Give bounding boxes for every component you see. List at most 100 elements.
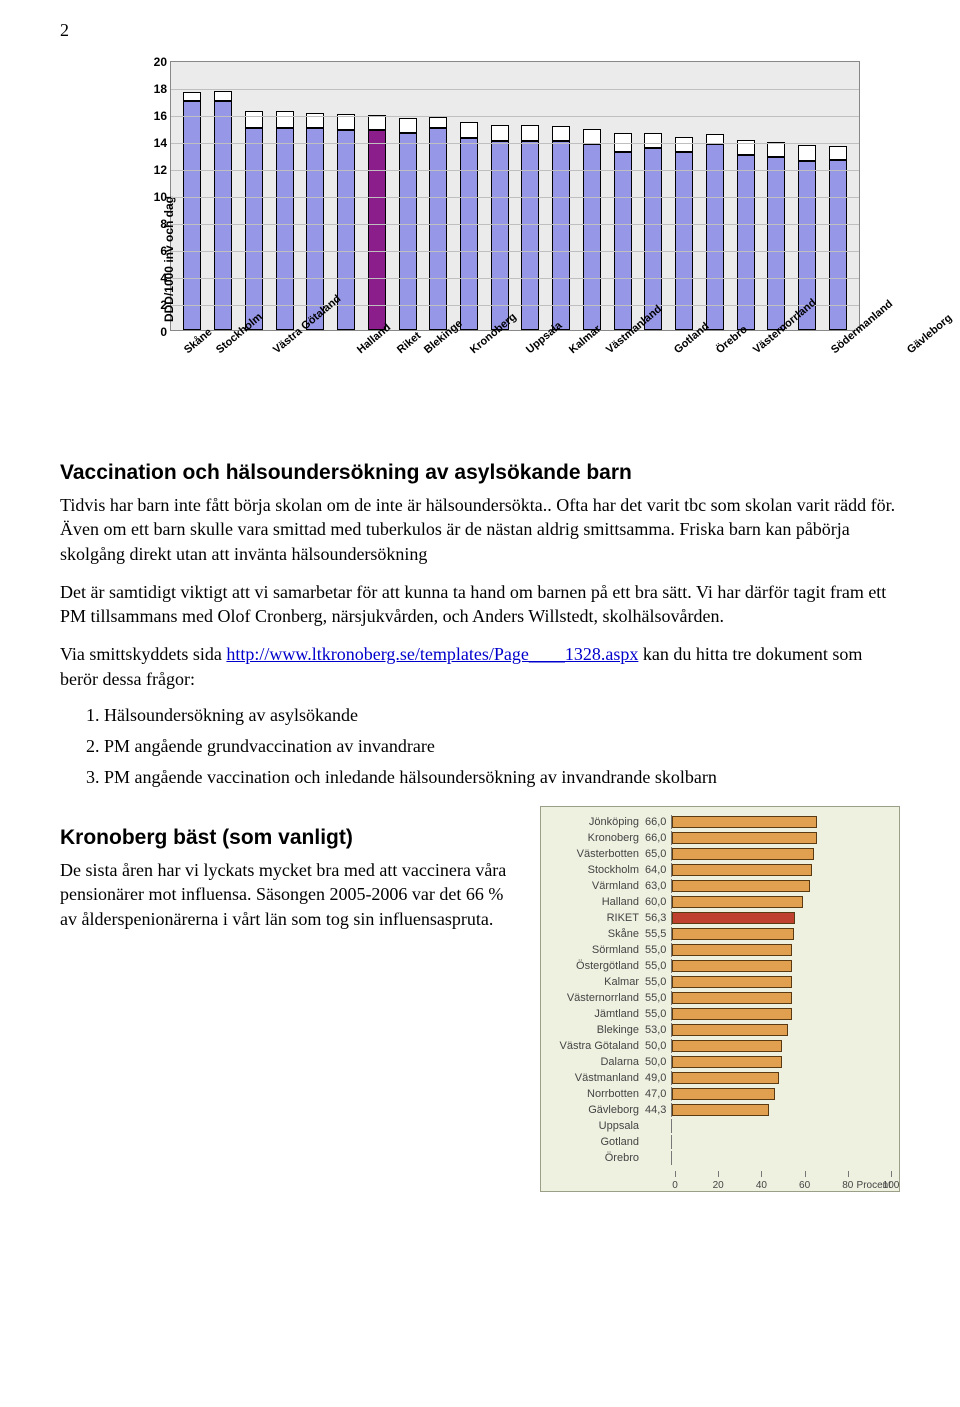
chart2-row: Blekinge53,0 bbox=[549, 1023, 891, 1037]
chart2-row: Uppsala bbox=[549, 1119, 891, 1133]
chart1-ytick-label: 20 bbox=[143, 55, 167, 69]
chart1-ytick-label: 14 bbox=[143, 136, 167, 150]
chart2-row-value: 64,0 bbox=[643, 864, 671, 876]
chart2-row: Västra Götaland50,0 bbox=[549, 1039, 891, 1053]
chart2-row-label: Skåne bbox=[549, 928, 643, 940]
chart2-xtick-label: 40 bbox=[756, 1180, 767, 1191]
chart2-row-value: 63,0 bbox=[643, 880, 671, 892]
chart1-bar bbox=[737, 140, 755, 330]
chart2-bar bbox=[672, 1040, 782, 1052]
chart1-bar bbox=[614, 133, 632, 330]
chart2-row-value: 55,0 bbox=[643, 960, 671, 972]
chart2-row-label: Uppsala bbox=[549, 1120, 643, 1132]
chart2-row: Gotland bbox=[549, 1135, 891, 1149]
chart1-bar bbox=[276, 111, 294, 330]
chart2-row-value: 55,0 bbox=[643, 992, 671, 1004]
chart2-bar bbox=[672, 848, 814, 860]
chart2-bar bbox=[672, 992, 792, 1004]
chart2-row-label: RIKET bbox=[549, 912, 643, 924]
chart2-row: Skåne55,5 bbox=[549, 927, 891, 941]
chart1-bar bbox=[306, 113, 324, 330]
chart1-bar bbox=[583, 129, 601, 330]
chart2-row-label: Västmanland bbox=[549, 1072, 643, 1084]
chart2-row-value: 44,3 bbox=[643, 1104, 671, 1116]
chart2-row: RIKET56,3 bbox=[549, 911, 891, 925]
chart2-row-value: 60,0 bbox=[643, 896, 671, 908]
chart2-row-label: Östergötland bbox=[549, 960, 643, 972]
chart2-row-label: Kronoberg bbox=[549, 832, 643, 844]
chart1-bar bbox=[245, 111, 263, 330]
para-2: Det är samtidigt viktigt att vi samarbet… bbox=[60, 580, 900, 629]
list-item: PM angående grundvaccination av invandra… bbox=[104, 736, 900, 757]
para-4: De sista åren har vi lyckats mycket bra … bbox=[60, 858, 516, 931]
chart2-xtick-label: 0 bbox=[672, 1180, 678, 1191]
chart2-bar bbox=[672, 1088, 775, 1100]
chart2-row: Jämtland55,0 bbox=[549, 1007, 891, 1021]
chart1-category-label: Gävleborg bbox=[905, 312, 954, 356]
chart2-row-label: Stockholm bbox=[549, 864, 643, 876]
chart2-bar bbox=[672, 1024, 788, 1036]
chart2-horizontal-bar: Jönköping66,0 Kronoberg66,0 Västerbotten65… bbox=[540, 806, 900, 1192]
chart2-row-label: Sörmland bbox=[549, 944, 643, 956]
chart1-bar bbox=[368, 115, 386, 330]
chart1-category-label: Riket bbox=[395, 330, 423, 356]
chart2-x-axis-label: Procent bbox=[857, 1180, 891, 1191]
chart1-bar bbox=[829, 146, 847, 330]
chart2-xtick-label: 20 bbox=[713, 1180, 724, 1191]
chart2-row: Norrbotten47,0 bbox=[549, 1087, 891, 1101]
chart2-row-label: Norrbotten bbox=[549, 1088, 643, 1100]
chart2-row: Örebro bbox=[549, 1151, 891, 1165]
chart2-bar bbox=[672, 976, 792, 988]
chart2-bar bbox=[672, 1072, 779, 1084]
chart2-row: Västmanland49,0 bbox=[549, 1071, 891, 1085]
chart2-row-value: 47,0 bbox=[643, 1088, 671, 1100]
chart2-row-label: Västerbotten bbox=[549, 848, 643, 860]
chart2-row: Västerbotten65,0 bbox=[549, 847, 891, 861]
chart1-ytick-label: 0 bbox=[143, 325, 167, 339]
chart2-row: Dalarna50,0 bbox=[549, 1055, 891, 1069]
chart2-row-value: 55,5 bbox=[643, 928, 671, 940]
chart1-ytick-label: 16 bbox=[143, 109, 167, 123]
chart2-row: Sörmland55,0 bbox=[549, 943, 891, 957]
chart2-row-label: Halland bbox=[549, 896, 643, 908]
chart2-row-value: 55,0 bbox=[643, 1008, 671, 1020]
chart2-row: Kalmar55,0 bbox=[549, 975, 891, 989]
chart1-vertical-bar: DDD/1000 inv och dag 02468101214161820 S… bbox=[120, 51, 880, 421]
chart2-row: Värmland63,0 bbox=[549, 879, 891, 893]
chart1-bar bbox=[706, 134, 724, 330]
chart1-bar bbox=[491, 125, 509, 330]
chart2-bar bbox=[672, 928, 794, 940]
chart2-row: Stockholm64,0 bbox=[549, 863, 891, 877]
chart2-row-value: 56,3 bbox=[643, 912, 671, 924]
chart1-ytick-label: 18 bbox=[143, 82, 167, 96]
chart2-row: Jönköping66,0 bbox=[549, 815, 891, 829]
chart1-ytick-label: 8 bbox=[143, 217, 167, 231]
chart2-row-value: 50,0 bbox=[643, 1056, 671, 1068]
chart2-row: Östergötland55,0 bbox=[549, 959, 891, 973]
list-item: Hälsoundersökning av asylsökande bbox=[104, 705, 900, 726]
chart1-ytick-label: 10 bbox=[143, 190, 167, 204]
chart1-bar bbox=[183, 92, 201, 330]
chart1-bar bbox=[552, 126, 570, 330]
chart1-bar bbox=[521, 125, 539, 330]
chart2-bar bbox=[672, 960, 792, 972]
chart2-row-label: Kalmar bbox=[549, 976, 643, 988]
chart2-bar bbox=[672, 896, 803, 908]
document-list: Hälsoundersökning av asylsökande PM angåe… bbox=[60, 705, 900, 788]
smittskydd-link[interactable]: http://www.ltkronoberg.se/templates/Page… bbox=[226, 644, 638, 664]
chart2-row-label: Västra Götaland bbox=[549, 1040, 643, 1052]
chart2-row-value: 55,0 bbox=[643, 976, 671, 988]
section1-heading: Vaccination och hälsoundersökning av asy… bbox=[60, 461, 900, 485]
chart2-xtick-label: 60 bbox=[799, 1180, 810, 1191]
chart2-row-label: Dalarna bbox=[549, 1056, 643, 1068]
chart2-row-value: 49,0 bbox=[643, 1072, 671, 1084]
para-3: Via smittskyddets sida http://www.ltkron… bbox=[60, 642, 900, 691]
list-item: PM angående vaccination och inledande hä… bbox=[104, 767, 900, 788]
chart2-row-label: Jönköping bbox=[549, 816, 643, 828]
chart2-bar bbox=[672, 1008, 792, 1020]
chart2-row-label: Gotland bbox=[549, 1136, 643, 1148]
chart2-row-label: Jämtland bbox=[549, 1008, 643, 1020]
page-number: 2 bbox=[60, 20, 900, 41]
chart2-row-value: 66,0 bbox=[643, 832, 671, 844]
chart2-bar bbox=[672, 816, 817, 828]
